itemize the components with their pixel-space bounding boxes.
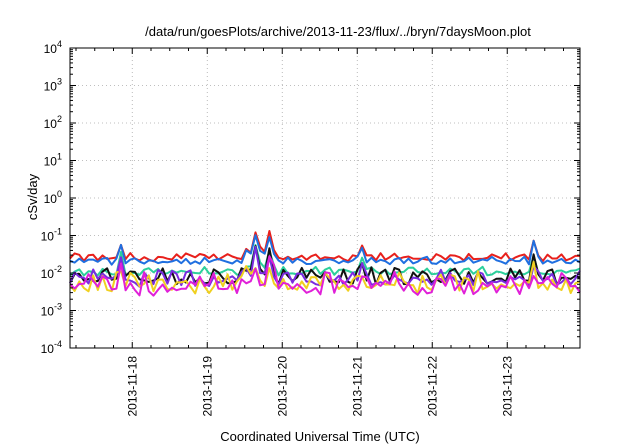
data-series-line <box>69 234 581 266</box>
x-tick-label: 2013-11-22 <box>425 356 439 417</box>
x-tick-label: 2013-11-21 <box>350 356 364 417</box>
data-series-line <box>69 255 581 297</box>
x-tick-label: 2013-11-19 <box>200 356 214 417</box>
y-tick-label: 10-2 <box>41 264 62 281</box>
grid-lines <box>70 48 580 348</box>
y-tick-label: 10-3 <box>41 302 62 319</box>
y-tick-label: 104 <box>44 39 62 56</box>
y-tick-label: 101 <box>44 152 62 169</box>
y-tick-label: 100 <box>44 189 62 206</box>
data-series-line <box>69 244 581 277</box>
y-axis-label: cSv/day <box>25 173 40 220</box>
data-series <box>69 230 581 297</box>
y-tick-label: 102 <box>44 114 62 131</box>
y-tick-label: 103 <box>44 77 62 94</box>
x-tick-label: 2013-11-20 <box>275 356 289 417</box>
chart-title: /data/run/goesPlots/archive/2013-11-23/f… <box>145 24 531 39</box>
y-axis-ticks: 10-4 10-3 10-2 10-1 100 101 102 103 104 <box>41 39 580 356</box>
plot-frame <box>69 47 581 349</box>
x-axis-ticks: 2013-11-18 2013-11-19 2013-11-20 2013-11-21… <box>75 48 564 417</box>
x-tick-label: 2013-11-23 <box>500 356 514 417</box>
data-series-line <box>69 230 580 263</box>
x-tick-label: 2013-11-18 <box>125 356 139 417</box>
x-axis-label: Coordinated Universal Time (UTC) <box>220 429 419 444</box>
y-tick-label: 10-1 <box>41 227 62 244</box>
y-tick-label: 10-4 <box>41 339 62 356</box>
